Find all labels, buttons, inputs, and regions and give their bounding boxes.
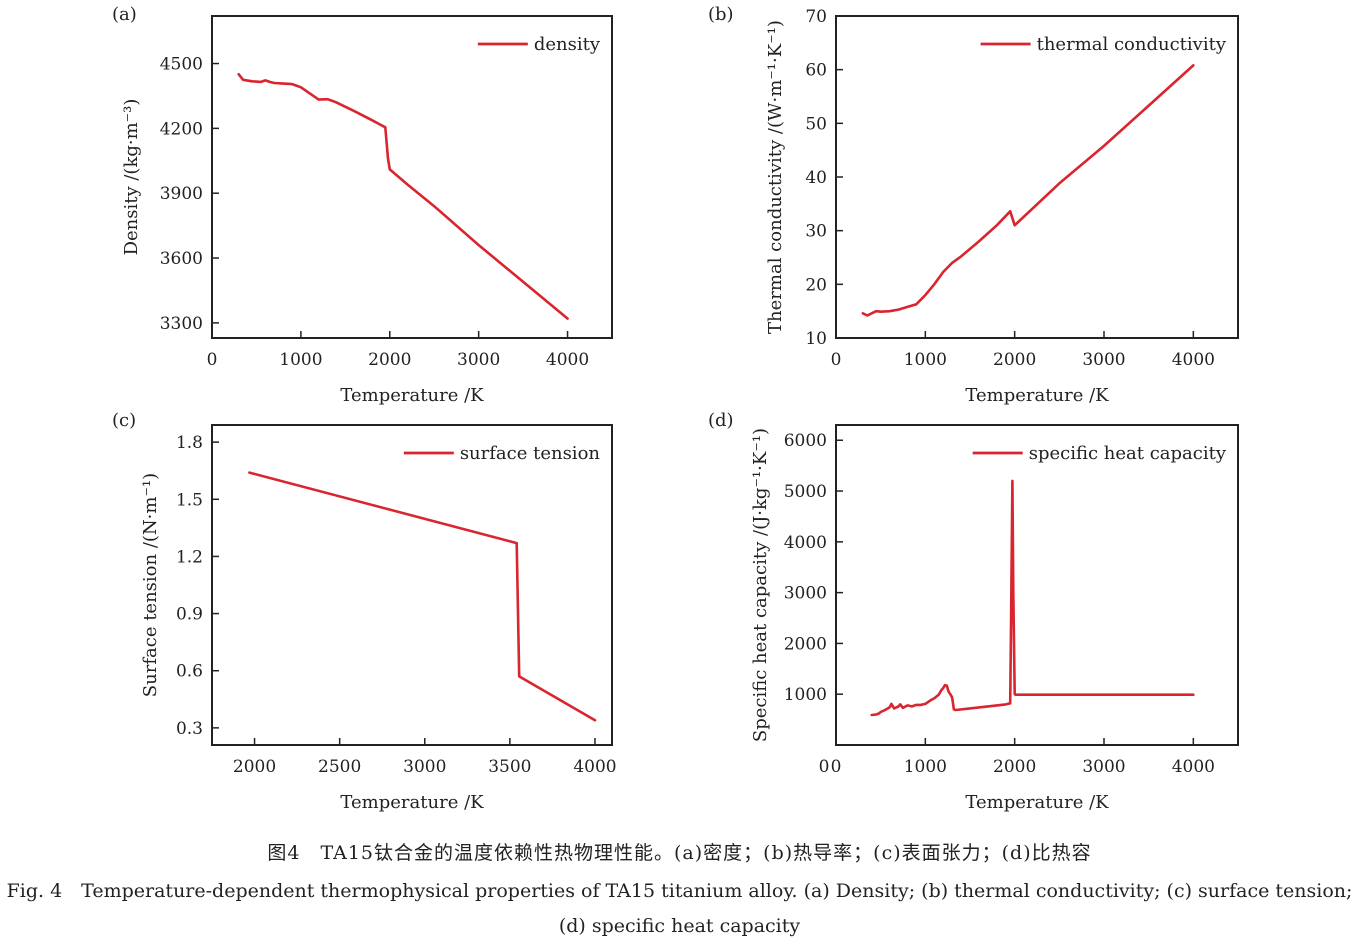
y-axis-title: Surface tension /(N·m⁻¹) [140, 473, 161, 697]
caption-chinese: 图4 TA15钛合金的温度依赖性热物理性能。(a)密度；(b)热导率；(c)表面… [267, 842, 1092, 864]
series-line-a [237, 73, 569, 320]
y-tick-label: 1.8 [176, 433, 203, 453]
y-tick-label: 70 [805, 7, 827, 27]
plot-frame-c [211, 424, 613, 746]
panel-label: (c) [112, 410, 136, 431]
y-tick-label: 40 [805, 168, 827, 188]
x-tick-label: 1000 [279, 350, 322, 370]
plot-frame-d [835, 424, 1239, 746]
legend-label: specific heat capacity [1029, 443, 1227, 464]
y-axis-title: Density /(kg·m⁻³) [121, 99, 142, 256]
y-tick-label: 30 [805, 222, 827, 242]
legend-label: thermal conductivity [1037, 34, 1227, 55]
x-tick-label: 3000 [457, 350, 500, 370]
x-tick-label: 4000 [546, 350, 589, 370]
y-tick-label: 60 [805, 61, 827, 81]
x-tick-label: 4000 [1172, 350, 1215, 370]
chart-panel-a: 0 1000 2000 3000 4000 3300 3600 3900 4200 4500 Tem… [112, 4, 613, 406]
chart-panel-d: 0 1000 2000 3000 4000 1000 2000 3000 4000 5000 600… [708, 410, 1239, 813]
y-tick-label: 2000 [784, 634, 827, 654]
y-tick-label: 3300 [160, 314, 203, 334]
y-tick-label: 10 [805, 329, 827, 349]
x-axis-title: Temperature /K [340, 385, 484, 406]
plot-frame-b [835, 15, 1239, 339]
y-axis-title: Specific heat capacity /(J·kg⁻¹·K⁻¹) [750, 428, 771, 742]
y-tick-label: 0.9 [176, 605, 203, 625]
x-tick-label: 2000 [368, 350, 411, 370]
y-tick-label: 1.2 [176, 547, 203, 567]
plot-frame-a [211, 15, 613, 339]
x-tick-label: 3500 [488, 757, 531, 777]
y-tick-label: 4200 [160, 119, 203, 139]
y-tick-label: 20 [805, 275, 827, 295]
y-tick-label: 4500 [160, 55, 203, 75]
y-tick-label: 3000 [784, 584, 827, 604]
chart-panel-c: 2000 2500 3000 3500 4000 0.3 0.6 0.9 1.2 1.5 1.8 Te… [112, 410, 617, 813]
y-tick-label: 5000 [784, 482, 827, 502]
x-tick-label: 3000 [403, 757, 446, 777]
y-tick-label: 3600 [160, 249, 203, 269]
x-tick-label: 1000 [904, 350, 947, 370]
y-tick-label: 50 [805, 114, 827, 134]
x-tick-label: 3000 [1082, 350, 1125, 370]
caption-english: Fig. 4 Temperature-dependent thermophysi… [6, 880, 1353, 937]
panel-label: (a) [112, 4, 137, 25]
x-tick-label: 0 [831, 757, 842, 777]
x-tick-label: 4000 [1172, 757, 1215, 777]
legend-label: surface tension [460, 443, 601, 464]
y-tick-label: 1000 [784, 685, 827, 705]
y-tick-label: 3900 [160, 184, 203, 204]
x-tick-label: 1000 [904, 757, 947, 777]
y-tick-label: 6000 [784, 431, 827, 451]
x-tick-label: 4000 [573, 757, 616, 777]
panel-label: (b) [708, 4, 734, 25]
series-line-b [861, 64, 1195, 317]
x-axis-title: Temperature /K [965, 792, 1109, 813]
x-axis-title: Temperature /K [340, 792, 484, 813]
y-tick-label: 4000 [784, 533, 827, 553]
x-tick-label: 0 [207, 350, 218, 370]
y-axis-title: Thermal conductivity /(W·m⁻¹·K⁻¹) [765, 20, 786, 334]
origin-zero-label: 0 [819, 757, 830, 777]
series-line-d [870, 479, 1195, 717]
panel-label: (d) [708, 410, 734, 431]
x-tick-label: 2000 [993, 757, 1036, 777]
x-tick-label: 2000 [993, 350, 1036, 370]
legend-label: density [534, 34, 601, 55]
y-tick-label: 1.5 [176, 490, 203, 510]
x-axis-title: Temperature /K [965, 385, 1109, 406]
x-tick-label: 2500 [318, 757, 361, 777]
x-tick-label: 2000 [233, 757, 276, 777]
figure-canvas: 0 1000 2000 3000 400033003600390042004500Tem… [112, 4, 1239, 813]
y-tick-label: 0.3 [176, 719, 203, 739]
x-tick-label: 0 [831, 350, 842, 370]
series-line-c [248, 471, 597, 722]
x-tick-label: 3000 [1082, 757, 1125, 777]
y-tick-label: 0.6 [176, 662, 203, 682]
chart-panel-b: 0 1000 2000 3000 4000 10 20 30 40 50 60 70 Temperatu… [708, 4, 1239, 406]
